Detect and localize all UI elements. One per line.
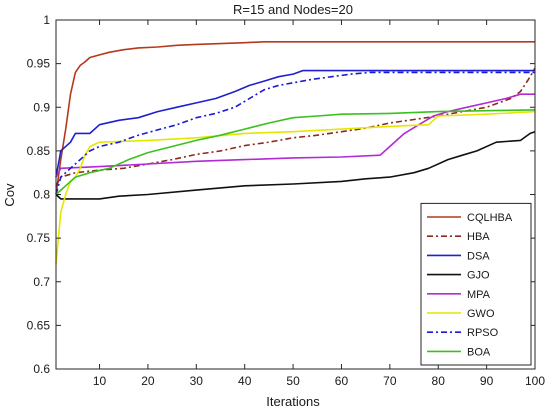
- y-tick-label: 0.65: [27, 318, 51, 332]
- x-tick-label: 50: [286, 374, 300, 388]
- legend-box: [420, 202, 532, 366]
- legend-label-gjo: GJO: [467, 270, 490, 282]
- series-line-boa: [55, 109, 536, 196]
- chart-title: R=15 and Nodes=20: [233, 2, 353, 17]
- x-tick-label: 40: [238, 374, 252, 388]
- legend-label-gwo: GWO: [467, 308, 495, 320]
- y-tick-label: 0.9: [33, 100, 50, 114]
- legend: CQLHBA HBA DSA GJO MPA GWO RPSO BOA: [420, 202, 532, 366]
- legend-label-dsa: DSA: [467, 250, 490, 262]
- series-line-dsa: [55, 69, 535, 178]
- series-line-mpa: [55, 93, 535, 178]
- x-tick-label: 80: [432, 374, 446, 388]
- x-tick-label: 100: [525, 374, 545, 388]
- series-line-cqlhba: [55, 41, 535, 195]
- legend-label-cqlhba: CQLHBA: [467, 212, 513, 224]
- y-tick-label: 0.75: [27, 231, 51, 245]
- x-axis-label: Iterations: [266, 394, 320, 409]
- x-tick-label: 70: [383, 374, 397, 388]
- series-lines: [55, 41, 536, 265]
- plot-area: 10 20 30 40 50 60 70 80 90 100 0.6 0.65 0.7 0.75 0.8 0.…: [27, 13, 546, 388]
- y-tick-label: 1: [43, 13, 50, 27]
- x-tick-label: 60: [335, 374, 349, 388]
- y-axis-label: Cov: [2, 183, 17, 207]
- series-line-gjo: [55, 130, 536, 200]
- legend-label-boa: BOA: [467, 346, 491, 358]
- x-tick-label: 20: [141, 374, 155, 388]
- y-tick-label: 0.95: [27, 57, 51, 71]
- y-tick-label: 0.6: [33, 362, 50, 376]
- y-tick-label: 0.85: [27, 144, 51, 158]
- x-tick-label: 30: [190, 374, 204, 388]
- series-line-rpso: [55, 71, 535, 195]
- y-tick-label: 0.8: [33, 188, 50, 202]
- legend-label-mpa: MPA: [467, 289, 491, 301]
- y-tick-label: 0.7: [33, 275, 50, 289]
- legend-label-hba: HBA: [467, 231, 490, 243]
- x-tick-label: 10: [93, 374, 107, 388]
- legend-label-rpso: RPSO: [467, 327, 499, 339]
- x-tick-label: 90: [480, 374, 494, 388]
